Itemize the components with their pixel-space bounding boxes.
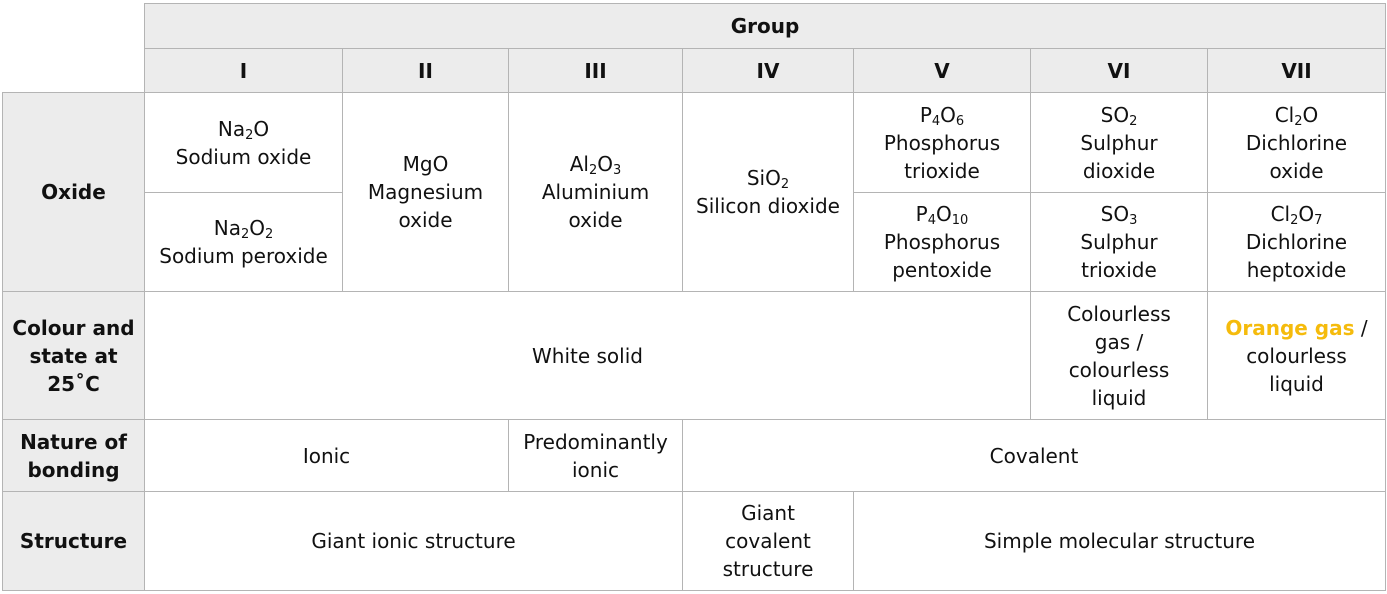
oxide-sulphur-dioxide: SO2 Sulphur dioxide — [1030, 92, 1208, 193]
structure-giant-ionic: Giant ionic structure — [144, 491, 683, 591]
period3-oxides-table: Group I II III IV V VI VII Oxide Na2O So… — [2, 3, 1386, 591]
colour-white-solid: White solid — [144, 291, 1031, 420]
oxide-aluminium-oxide: Al2O3 Aluminium oxide — [508, 92, 683, 292]
oxide-dichlorine-heptoxide: Cl2O7 Dichlorine heptoxide — [1207, 192, 1386, 292]
oxide-phosphorus-pentoxide: P4O10 Phosphorus pentoxide — [853, 192, 1031, 292]
formula-p4o6: P4O6 — [919, 102, 965, 129]
name-sodium-oxide: Sodium oxide — [175, 144, 312, 169]
group-iii-header: III — [508, 48, 683, 93]
structure-giant-covalent: Giant covalent structure — [682, 491, 854, 591]
colour-group6: Colourless gas / colourless liquid — [1030, 291, 1208, 420]
corner-blank-2 — [2, 48, 145, 93]
oxide-silicon-dioxide: SiO2 Silicon dioxide — [682, 92, 854, 292]
formula-na2o: Na2O — [217, 116, 270, 143]
group-vi-header: VI — [1030, 48, 1208, 93]
oxide-sodium-oxide: Na2O Sodium oxide — [144, 92, 343, 193]
structure-simple-molecular: Simple molecular structure — [853, 491, 1386, 591]
oxide-magnesium-oxide: MgO Magnesium oxide — [342, 92, 509, 292]
formula-cl2o: Cl2O — [1274, 102, 1319, 129]
orange-gas-highlight: Orange gas — [1225, 315, 1355, 340]
group-v-header: V — [853, 48, 1031, 93]
formula-p4o10: P4O10 — [915, 202, 969, 228]
formula-na2o2: Na2O2 — [213, 216, 274, 242]
colour-group7: Orange gas / colourless liquid — [1207, 291, 1386, 420]
bonding-predominantly-ionic: Predominantly ionic — [508, 419, 683, 492]
structure-row-label: Structure — [2, 491, 145, 591]
oxide-sulphur-trioxide: SO3 Sulphur trioxide — [1030, 192, 1208, 292]
bonding-covalent: Covalent — [682, 419, 1386, 492]
bonding-row-label: Nature of bonding — [2, 419, 145, 492]
oxide-sodium-peroxide: Na2O2 Sodium peroxide — [144, 192, 343, 292]
formula-sio2: SiO2 — [746, 166, 790, 192]
oxide-row-label: Oxide — [2, 92, 145, 292]
group-iv-header: IV — [682, 48, 854, 93]
group-vii-header: VII — [1207, 48, 1386, 93]
colour-state-row-label: Colour and state at 25˚C — [2, 291, 145, 420]
oxide-dichlorine-oxide: Cl2O Dichlorine oxide — [1207, 92, 1386, 193]
bonding-ionic: Ionic — [144, 419, 509, 492]
formula-mgo: MgO — [402, 152, 449, 176]
group-ii-header: II — [342, 48, 509, 93]
group-i-header: I — [144, 48, 343, 93]
formula-cl2o7: Cl2O7 — [1270, 202, 1323, 228]
oxide-phosphorus-trioxide: P4O6 Phosphorus trioxide — [853, 92, 1031, 193]
formula-so3: SO3 — [1100, 202, 1138, 228]
group-header: Group — [144, 3, 1386, 49]
formula-so2: SO2 — [1100, 102, 1138, 129]
formula-al2o3: Al2O3 — [569, 152, 622, 178]
corner-blank — [2, 3, 145, 49]
